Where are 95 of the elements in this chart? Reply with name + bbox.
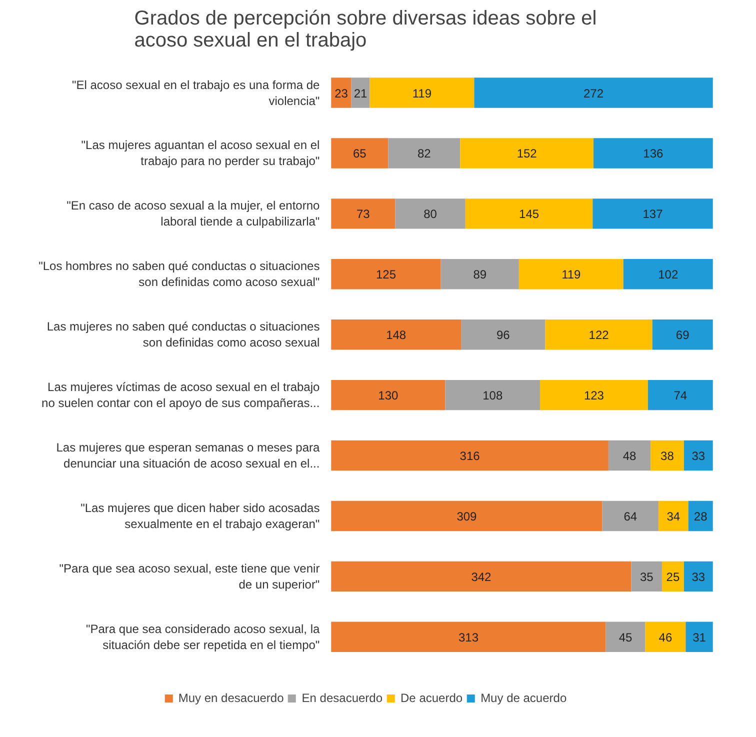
data-label: 108 xyxy=(482,388,503,403)
bar xyxy=(331,198,396,229)
y-tick-label: Las mujeres víctimas de acoso sexual en el trabajo no suelen contar con el apoyo de sus compañeras... xyxy=(42,380,320,410)
data-label: 272 xyxy=(584,86,604,100)
data-label: 313 xyxy=(458,630,479,644)
data-label: 342 xyxy=(471,570,492,584)
data-label: 309 xyxy=(456,509,478,524)
data-label: 96 xyxy=(496,328,510,342)
y-tick-label: "El acoso sexual en el trabajo es una forma de violencia" xyxy=(72,78,320,108)
bar xyxy=(331,500,602,532)
data-label: 148 xyxy=(386,328,406,342)
data-label: 23 xyxy=(334,86,348,100)
data-label: 31 xyxy=(692,630,706,644)
bar xyxy=(370,78,474,108)
y-tick-label: "Para que sea acoso sexual, este tiene que venir de un superior" xyxy=(59,561,320,592)
data-label: 28 xyxy=(694,509,708,524)
data-label: 125 xyxy=(376,268,396,282)
data-label: 152 xyxy=(516,146,538,161)
bar xyxy=(395,198,466,229)
data-label: 21 xyxy=(354,86,368,100)
chart-title: Grados de percepción sobre diversas ideas sobre el acoso sexual en el trabajo xyxy=(134,8,597,52)
bar xyxy=(331,440,608,471)
bar xyxy=(684,561,713,592)
data-label: 89 xyxy=(473,268,487,282)
bar xyxy=(658,500,688,532)
y-tick-label: Las mujeres que esperan semanas o meses para denunciar una situación de acoso sexual en el... xyxy=(56,440,320,471)
bar xyxy=(331,78,352,108)
bar xyxy=(518,259,624,290)
y-tick-label: "Los hombres no saben qué conductas o situaciones son definidas como acoso sexual" xyxy=(38,259,320,290)
data-label: 34 xyxy=(666,509,680,524)
data-label: 46 xyxy=(658,630,672,644)
data-label: 145 xyxy=(519,207,540,222)
data-label: 122 xyxy=(588,328,610,342)
data-label: 45 xyxy=(618,630,633,644)
bar xyxy=(440,259,519,290)
bar xyxy=(545,319,652,350)
y-tick-label: "Para que sea considerado acoso sexual, la situación debe ser repetida en el tiempo" xyxy=(86,622,320,652)
data-label: 102 xyxy=(658,268,678,282)
data-label: 119 xyxy=(562,268,582,282)
bar xyxy=(331,380,446,410)
bar xyxy=(461,319,546,350)
bar xyxy=(606,622,646,652)
bar xyxy=(645,622,686,652)
bar xyxy=(445,380,540,410)
data-label: 25 xyxy=(666,570,680,584)
y-tick-label: "En caso de acoso sexual a la mujer, el entorno laboral tiende a culpabilizarla" xyxy=(66,198,320,229)
data-label: 38 xyxy=(660,449,674,464)
bar xyxy=(331,561,632,592)
data-label: 65 xyxy=(352,146,367,161)
data-label: 119 xyxy=(412,86,432,100)
bar xyxy=(688,500,713,532)
bar xyxy=(652,319,713,350)
legend-label: Muy en desacuerdo xyxy=(178,691,284,705)
data-label: 73 xyxy=(356,207,370,222)
data-label: 69 xyxy=(676,328,690,342)
bar xyxy=(684,440,713,471)
legend-label: De acuerdo xyxy=(400,691,463,705)
bar xyxy=(623,259,713,290)
y-tick-label: Las mujeres no saben qué conductas o situaciones son definidas como acoso sexual xyxy=(46,320,320,350)
data-label: 130 xyxy=(378,388,399,403)
data-label: 33 xyxy=(692,449,706,464)
data-label: 74 xyxy=(674,388,688,403)
y-tick-label: "Las mujeres que dicen haber sido acosadas sexualmente en el trabajo exageran" xyxy=(80,500,320,531)
bar xyxy=(592,198,713,229)
bar xyxy=(594,138,713,168)
data-label: 136 xyxy=(643,146,664,161)
bar xyxy=(602,500,658,532)
data-label: 137 xyxy=(642,207,664,222)
bar xyxy=(331,259,441,290)
bar xyxy=(686,622,713,652)
bar xyxy=(631,561,662,592)
bar xyxy=(650,440,684,471)
bar xyxy=(331,319,462,350)
bar xyxy=(662,561,684,592)
bar xyxy=(331,138,388,168)
legend-label: En desacuerdo xyxy=(302,691,383,705)
bar xyxy=(648,380,713,410)
legend-label: Muy de acuerdo xyxy=(480,691,567,705)
bar xyxy=(465,198,593,229)
data-label: 33 xyxy=(692,570,706,584)
bar xyxy=(388,138,460,168)
data-label: 80 xyxy=(424,207,438,222)
data-label: 123 xyxy=(584,388,604,403)
data-label: 48 xyxy=(622,449,636,464)
y-tick-label: "Las mujeres aguantan el acoso sexual en el trabajo para no perder su trabajo" xyxy=(81,138,320,168)
data-label: 64 xyxy=(624,509,638,524)
data-label: 316 xyxy=(460,449,480,464)
data-label: 35 xyxy=(640,570,654,584)
bar xyxy=(608,440,651,471)
bar xyxy=(474,78,713,108)
data-label: 82 xyxy=(417,146,432,161)
bar xyxy=(540,380,648,410)
bar xyxy=(351,78,370,108)
bar xyxy=(331,622,606,652)
bar xyxy=(460,138,594,168)
